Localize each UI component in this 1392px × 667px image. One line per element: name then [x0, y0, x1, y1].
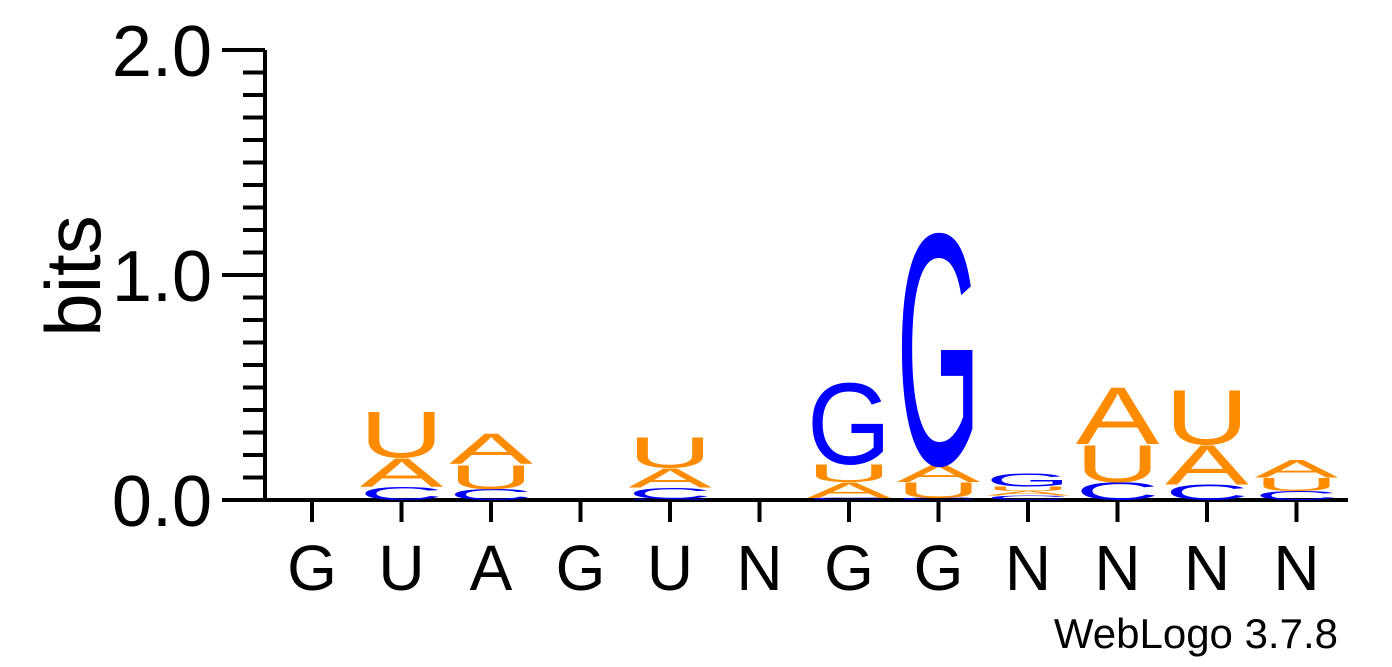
letter-stack: CAU: [359, 399, 443, 504]
position-label: U: [647, 532, 693, 604]
logo-letter-c: C: [628, 485, 712, 503]
logo-letter-a: A: [986, 490, 1071, 497]
logo-letter-c: C: [360, 483, 444, 504]
logo-letter-u: U: [1165, 373, 1249, 461]
logo-letter-a: A: [1165, 433, 1249, 496]
logo-letter-c: C: [449, 486, 533, 504]
position-label: A: [470, 532, 513, 604]
logo-letter-u: U: [1255, 474, 1339, 495]
position-label: N: [1273, 532, 1319, 604]
logo-letter-u: U: [807, 459, 891, 487]
y-axis: 0.0 1.0 2.0: [112, 12, 267, 542]
position-label: N: [736, 532, 782, 604]
position-label: N: [1094, 532, 1140, 604]
logo-letter-a: A: [1076, 371, 1160, 462]
logo-letter-a: A: [628, 463, 712, 494]
y-tick-label: 2.0: [112, 12, 212, 92]
logo-letter-a: A: [807, 478, 891, 502]
logo-letter-u: U: [628, 428, 712, 477]
letter-stack: CAU: [1165, 373, 1249, 505]
position-label: N: [1184, 532, 1230, 604]
logo-letter-u: U: [897, 478, 981, 503]
logo-letter-u: U: [986, 485, 1070, 492]
position-label: U: [378, 532, 424, 604]
logo-letter-c: C: [896, 497, 980, 500]
logo-letter-g: G: [986, 470, 1070, 491]
y-axis-label: bits: [29, 215, 117, 336]
logo-letter-a: A: [449, 424, 533, 473]
position-label: G: [556, 532, 606, 604]
letter-stack: CUA: [1076, 371, 1160, 506]
logo-letter-u: U: [359, 399, 443, 472]
logo-letter-g: G: [628, 499, 712, 501]
position-label: N: [1005, 532, 1051, 604]
logo-letter-a: A: [360, 450, 444, 495]
logo-letter-u: U: [449, 458, 533, 496]
position-label: G: [914, 532, 964, 604]
y-tick-label: 0.0: [112, 462, 212, 542]
logo-letter-u: U: [1076, 434, 1160, 493]
position-label: G: [824, 532, 874, 604]
letter-stack: CUA: [449, 424, 533, 503]
logo-letter-c: C: [986, 494, 1070, 501]
logo-letter-a: A: [897, 460, 982, 488]
logo-letter-g: G: [807, 360, 891, 489]
logo-letter-c: C: [1255, 489, 1339, 503]
logo-letter-g: G: [897, 166, 981, 536]
logo-letter-a: A: [1255, 455, 1340, 483]
position-label: G: [287, 532, 337, 604]
letter-stack: CUA: [1255, 455, 1340, 503]
weblogo-credit: WebLogo 3.7.8: [1054, 610, 1338, 657]
y-tick-label: 1.0: [112, 237, 212, 317]
logo-letter-c: C: [1076, 477, 1160, 505]
logo-letter-c: C: [807, 497, 891, 500]
logo-letter-c: C: [1165, 480, 1249, 505]
